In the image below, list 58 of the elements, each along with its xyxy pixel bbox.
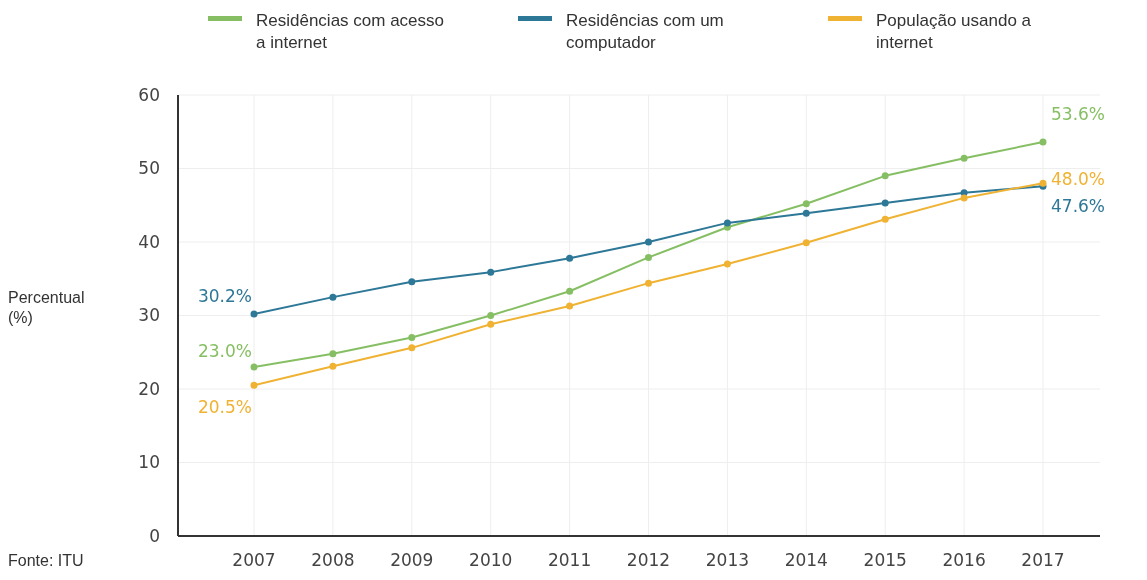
source-note: Fonte: ITU xyxy=(8,552,84,569)
point xyxy=(487,312,495,319)
point xyxy=(329,362,337,370)
x-tick-label: 2011 xyxy=(547,550,592,570)
point xyxy=(881,215,889,223)
x-tick-label: 2010 xyxy=(469,550,513,570)
point xyxy=(802,239,810,247)
x-tick-label: 2014 xyxy=(784,550,828,570)
point xyxy=(645,253,652,261)
point xyxy=(723,219,731,227)
point xyxy=(487,268,495,276)
y-tick-label: 40 xyxy=(138,231,160,252)
point xyxy=(250,310,258,318)
point xyxy=(408,278,416,286)
point xyxy=(960,154,968,162)
x-tick-label: 2016 xyxy=(942,550,986,570)
legend-label: Residências com um computador xyxy=(566,11,724,52)
y-tick-label: 10 xyxy=(138,452,160,473)
point xyxy=(645,279,652,287)
legend-label: População usando a internet xyxy=(876,11,1032,52)
x-tick-label: 2012 xyxy=(626,550,671,570)
point xyxy=(487,320,495,328)
point xyxy=(250,381,258,389)
point xyxy=(802,200,810,208)
point xyxy=(250,363,258,371)
point xyxy=(408,334,416,342)
y-tick-label: 50 xyxy=(138,158,160,179)
legend-label: Residências com acesso a internet xyxy=(256,11,445,52)
y-tick-label: 0 xyxy=(149,525,160,546)
y-axis-title: Percentual (%) xyxy=(8,289,85,326)
y-tick-label: 60 xyxy=(138,84,160,105)
x-tick-label: 2013 xyxy=(705,550,750,570)
point xyxy=(329,293,337,301)
x-tick-label: 2008 xyxy=(311,550,355,570)
point xyxy=(566,302,574,310)
point xyxy=(1039,138,1047,146)
data-label: 20.5% xyxy=(197,397,252,418)
point xyxy=(566,287,574,295)
data-label: 30.2% xyxy=(197,286,252,307)
point xyxy=(881,199,889,207)
point xyxy=(645,238,652,246)
point xyxy=(723,260,731,268)
y-tick-label: 30 xyxy=(138,305,160,326)
point xyxy=(566,254,574,262)
point xyxy=(960,194,968,202)
data-label: 23.0% xyxy=(197,340,252,361)
x-tick-label: 2007 xyxy=(232,550,276,570)
point xyxy=(408,344,416,352)
x-tick-label: 2009 xyxy=(390,550,434,570)
data-label: 47.6% xyxy=(1051,196,1106,217)
point xyxy=(881,172,889,180)
point xyxy=(329,350,337,358)
data-label: 48.0% xyxy=(1051,169,1106,190)
data-label: 53.6% xyxy=(1051,104,1106,125)
y-tick-label: 20 xyxy=(138,378,160,399)
x-tick-label: 2017 xyxy=(1021,550,1065,570)
point xyxy=(802,209,810,217)
x-tick-label: 2015 xyxy=(863,550,907,570)
